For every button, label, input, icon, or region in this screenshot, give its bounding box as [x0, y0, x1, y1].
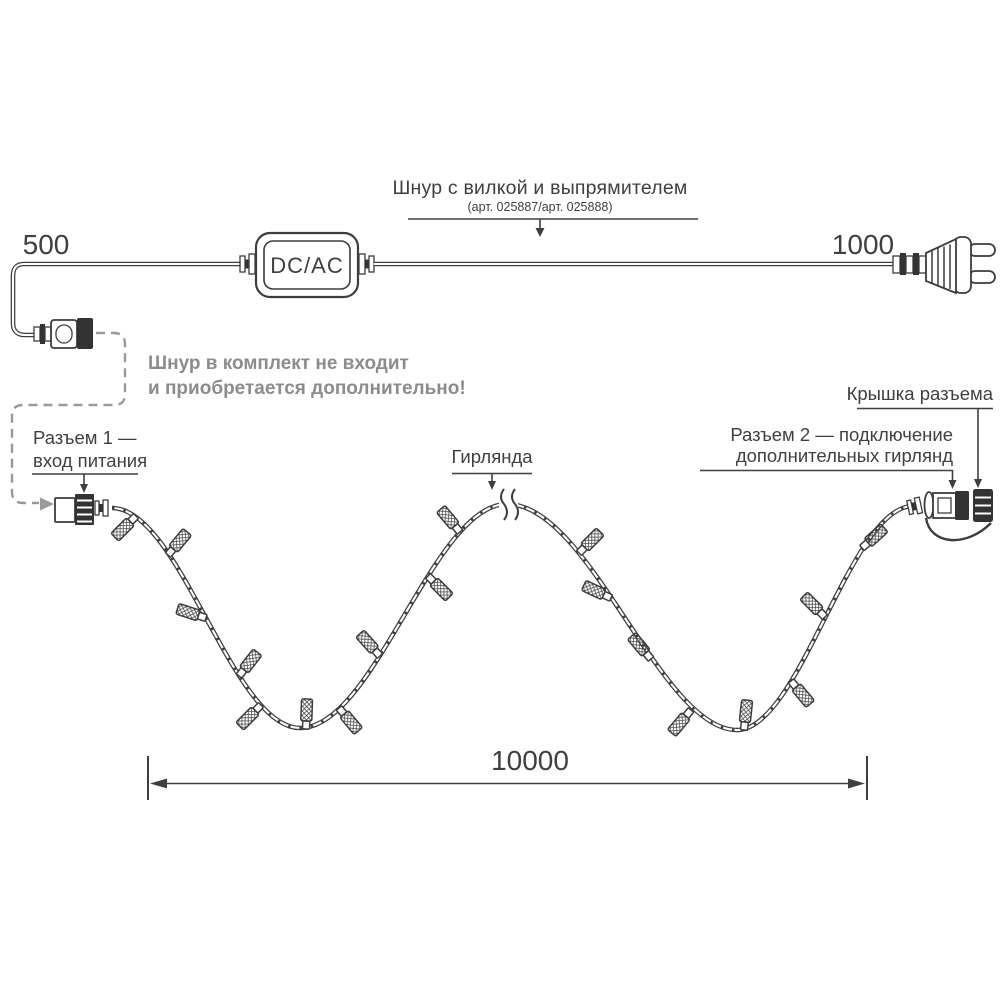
garland-lamp — [235, 649, 262, 679]
cord-end-connector — [33, 318, 93, 349]
garland-lamp — [581, 580, 613, 602]
garland-lamp — [436, 505, 464, 535]
garland-lamp — [110, 513, 139, 542]
connector2-label-line1: Разъем 2 — подключение — [730, 424, 953, 445]
down-arrow-icon — [535, 228, 545, 237]
plug-prong — [968, 243, 996, 257]
garland-lamp — [627, 632, 655, 662]
cap-label: Крышка разъема — [847, 383, 994, 488]
connector1-label-line2: вход питания — [33, 450, 147, 471]
garland-label: Гирлянда — [451, 446, 533, 490]
cord-label-title: Шнур с вилкой и выпрямителем — [392, 177, 687, 199]
garland-lamp — [859, 523, 888, 551]
down-arrow-icon — [80, 484, 88, 493]
connector2-cap — [973, 489, 993, 522]
connector2 — [905, 489, 993, 542]
garland-lamp — [799, 591, 828, 620]
cap-tether-cord — [924, 517, 992, 542]
cord-label-subtitle: (арт. 025887/арт. 025888) — [467, 200, 612, 214]
left-arrow-icon — [150, 778, 167, 789]
garland-lamp — [335, 705, 363, 735]
down-arrow-icon — [974, 479, 982, 488]
connector1-label-line1: Разъем 1 — — [33, 427, 137, 448]
note-line-2: и приобретается дополнительно! — [148, 378, 466, 399]
garland-lamp — [425, 573, 454, 602]
garland-lamp — [300, 698, 314, 730]
dashed-leader — [10, 331, 127, 511]
garland-lamp — [738, 699, 754, 732]
garland-lamp — [235, 702, 264, 731]
dcac-label: DC/AC — [270, 253, 343, 278]
garland-lamp — [787, 678, 815, 708]
dim-1000: 1000 — [832, 229, 894, 260]
cap-label-text: Крышка разъема — [847, 383, 994, 404]
garland-label-text: Гирлянда — [451, 446, 533, 467]
garland-lamp — [576, 527, 605, 556]
cord-left-500 — [10, 261, 242, 338]
euro-plug-icon — [892, 236, 996, 295]
right-arrow-icon — [848, 778, 865, 789]
garland-cable — [111, 501, 914, 733]
down-arrow-icon — [488, 481, 496, 490]
garland-lamps — [110, 505, 888, 737]
note-text: Шнур в комплект не входит и приобретаетс… — [148, 353, 466, 399]
connector2-body — [955, 491, 969, 520]
connector1-label: Разъем 1 — вход питания — [32, 427, 147, 493]
connector1 — [54, 494, 109, 525]
dim-10000: 10000 — [491, 745, 569, 776]
garland-lamp — [667, 707, 695, 737]
dcac-adapter: DC/AC — [239, 231, 375, 299]
garland-lamp — [175, 603, 208, 622]
gray-right-arrow-icon — [40, 497, 54, 511]
garland-lamp — [355, 630, 383, 659]
cord-label: Шнур с вилкой и выпрямителем (арт. 02588… — [392, 177, 698, 237]
connector2-label: Разъем 2 — подключение дополнительных ги… — [700, 424, 957, 489]
garland-break-mark — [499, 488, 519, 521]
garland-lamp — [164, 528, 192, 558]
note-line-1: Шнур в комплект не входит — [148, 353, 409, 374]
plug-prong — [968, 270, 996, 284]
down-arrow-icon — [948, 480, 957, 489]
dim-500: 500 — [23, 229, 70, 260]
connector2-label-line2: дополнительных гирлянд — [736, 445, 953, 466]
connector-black-cap — [77, 318, 93, 349]
dimension-line: 10000 — [147, 745, 868, 800]
